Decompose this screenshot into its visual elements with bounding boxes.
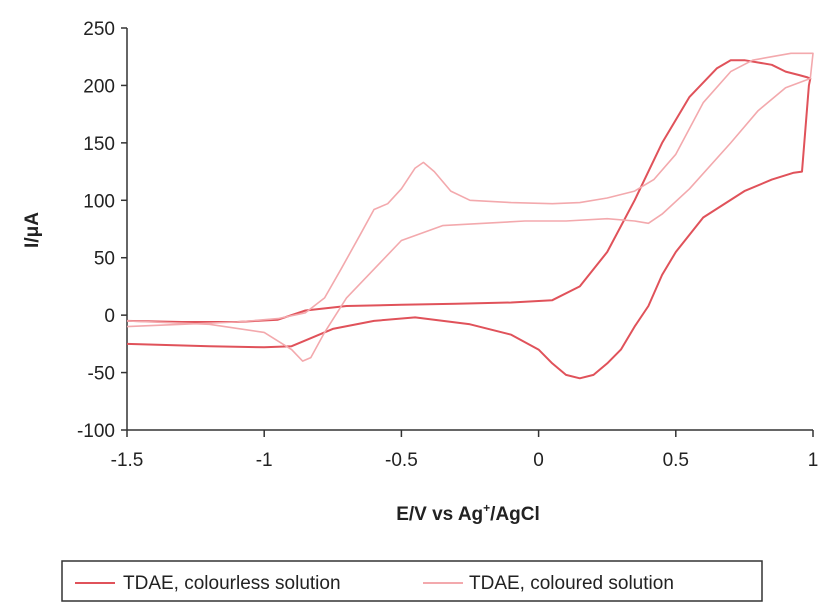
x-axis-label-main: E/V vs Ag bbox=[396, 504, 483, 525]
legend-label-coloured: TDAE, coloured solution bbox=[469, 573, 674, 594]
y-tick-label: 250 bbox=[83, 19, 115, 40]
x-axis-ticks: -1.5 -1 -0.5 0 0.5 1 bbox=[111, 430, 819, 471]
x-tick-label: -1 bbox=[256, 450, 273, 471]
legend-label-colourless: TDAE, colourless solution bbox=[123, 573, 341, 594]
y-axis-label: I/μA bbox=[22, 212, 43, 248]
x-tick-label: -0.5 bbox=[385, 450, 418, 471]
y-tick-label: 150 bbox=[83, 134, 115, 155]
x-tick-label: 0.5 bbox=[663, 450, 689, 471]
legend: TDAE, colourless solution TDAE, coloured… bbox=[61, 560, 763, 602]
x-axis-label-superscript: + bbox=[483, 501, 490, 515]
y-tick-label: 50 bbox=[94, 249, 115, 270]
x-axis-label: E/V vs Ag+/AgCl bbox=[396, 501, 540, 525]
y-tick-label: -50 bbox=[88, 364, 115, 385]
series-line-colourless bbox=[126, 59, 812, 380]
y-tick-label: 200 bbox=[83, 76, 115, 97]
y-tick-label: 100 bbox=[83, 191, 115, 212]
legend-box bbox=[61, 560, 763, 602]
x-tick-label: 0 bbox=[533, 450, 544, 471]
y-tick-label: -100 bbox=[77, 421, 115, 442]
x-tick-label: 1 bbox=[808, 450, 819, 471]
plot-area: -100 -50 0 50 100 150 200 250 -1.5 -1 -0.5 0 0.5 1 bbox=[77, 19, 818, 471]
y-axis-ticks: -100 -50 0 50 100 150 200 250 bbox=[77, 19, 127, 442]
x-tick-label: -1.5 bbox=[111, 450, 144, 471]
series-layer bbox=[126, 52, 814, 380]
x-axis-label-suffix: /AgCl bbox=[490, 504, 540, 525]
y-tick-label: 0 bbox=[104, 306, 115, 327]
series-line-coloured bbox=[126, 52, 814, 362]
